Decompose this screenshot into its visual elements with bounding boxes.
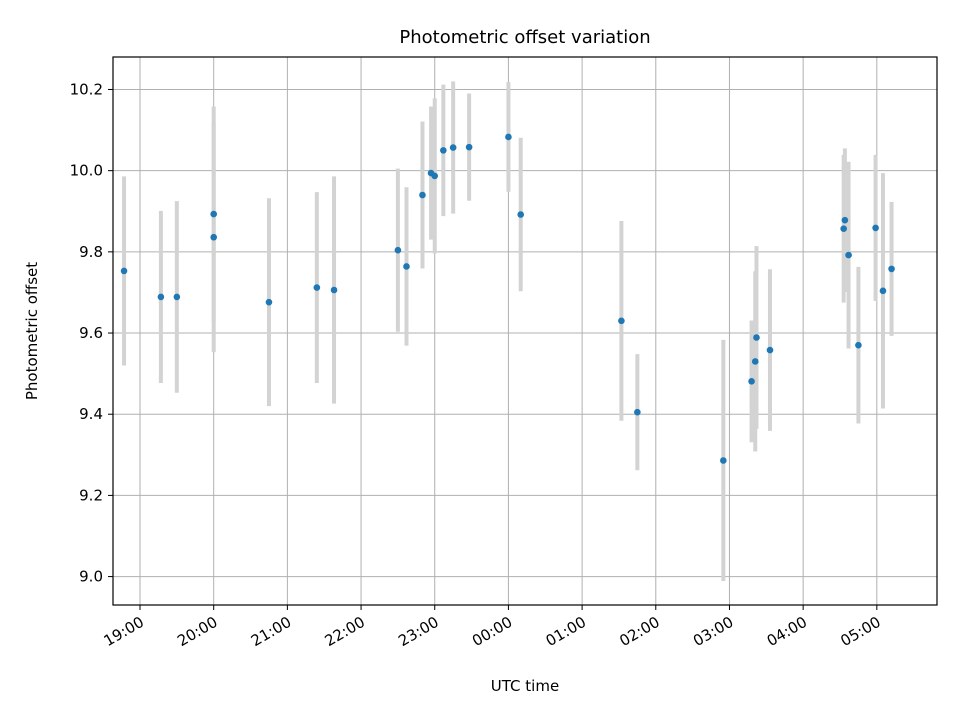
y-tick-label: 9.4 xyxy=(79,405,103,423)
data-point xyxy=(505,133,512,141)
data-point xyxy=(330,286,338,294)
data-point xyxy=(879,287,887,295)
data-point xyxy=(173,293,181,301)
data-point xyxy=(313,284,321,291)
x-axis-label: UTC time xyxy=(491,677,559,695)
data-point xyxy=(120,267,128,275)
y-tick-label: 9.6 xyxy=(79,324,103,342)
data-point xyxy=(841,216,849,224)
y-axis: 9.0 9.2 9.4 9.6 9.8 10.0 10.2 xyxy=(70,80,113,586)
data-point xyxy=(419,191,426,199)
data-point xyxy=(845,251,852,259)
y-tick-label: 10.0 xyxy=(70,162,103,180)
data-point xyxy=(720,457,727,464)
y-tick-label: 9.2 xyxy=(79,486,103,504)
data-point xyxy=(210,233,217,241)
data-point xyxy=(403,263,410,270)
y-tick-label: 10.2 xyxy=(70,80,103,98)
y-tick-label: 9.8 xyxy=(79,243,103,261)
data-point xyxy=(748,378,755,385)
chart-title: Photometric offset variation xyxy=(399,27,650,48)
data-point xyxy=(634,408,641,416)
data-point xyxy=(431,172,439,180)
data-point xyxy=(872,224,879,232)
data-point xyxy=(440,147,447,154)
data-point xyxy=(517,211,525,218)
data-point xyxy=(751,358,759,365)
data-point xyxy=(888,265,895,273)
data-point xyxy=(855,341,862,349)
data-point xyxy=(157,293,165,301)
data-point xyxy=(618,317,625,325)
data-point xyxy=(840,225,847,233)
data-point xyxy=(465,143,473,151)
data-points xyxy=(120,133,895,464)
data-point xyxy=(753,334,760,341)
y-tick-label: 9.0 xyxy=(79,568,103,586)
data-point xyxy=(210,210,217,218)
data-point xyxy=(449,144,457,151)
plot-frame xyxy=(112,56,938,606)
data-point xyxy=(394,246,402,254)
data-point xyxy=(766,346,774,354)
y-axis-label: Photometric offset xyxy=(23,262,41,400)
data-point xyxy=(265,298,273,306)
